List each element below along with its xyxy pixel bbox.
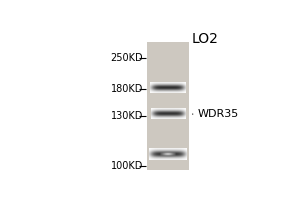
Text: LO2: LO2 <box>191 32 218 46</box>
Text: 180KD: 180KD <box>111 84 143 94</box>
Text: 100KD: 100KD <box>111 161 143 171</box>
Text: WDR35: WDR35 <box>198 109 239 119</box>
Text: 250KD: 250KD <box>111 53 143 63</box>
Bar <box>147 42 189 170</box>
Text: 130KD: 130KD <box>111 111 143 121</box>
